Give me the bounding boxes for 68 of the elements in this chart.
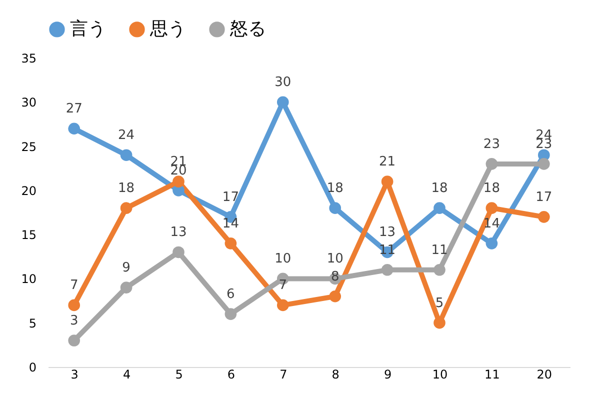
data-label: 24 bbox=[118, 128, 135, 144]
data-label: 18 bbox=[483, 181, 500, 196]
point bbox=[120, 149, 132, 162]
y-tick-label: 25 bbox=[21, 140, 36, 154]
data-label: 7 bbox=[278, 278, 288, 294]
x-tick-label: 8 bbox=[332, 368, 340, 382]
y-tick-label: 10 bbox=[21, 272, 36, 286]
point bbox=[224, 237, 237, 250]
data-label: 9 bbox=[122, 260, 130, 276]
data-label: 17 bbox=[536, 190, 552, 205]
x-tick-label: 7 bbox=[280, 368, 288, 382]
point bbox=[68, 299, 80, 312]
data-label: 10 bbox=[274, 252, 292, 267]
x-tick-label: 6 bbox=[227, 368, 236, 382]
y-tick-label: 15 bbox=[21, 228, 36, 242]
point bbox=[172, 246, 184, 258]
data-label: 14 bbox=[222, 216, 239, 232]
data-label: 18 bbox=[431, 181, 448, 196]
x-tick-label: 3 bbox=[70, 368, 78, 382]
data-label: 11 bbox=[431, 242, 448, 258]
point bbox=[434, 202, 446, 214]
x-tick-label: 5 bbox=[175, 368, 183, 382]
point bbox=[538, 158, 550, 170]
point bbox=[224, 308, 237, 320]
data-label: 27 bbox=[66, 102, 82, 117]
y-tick-label: 0 bbox=[28, 360, 36, 374]
data-label: 18 bbox=[118, 181, 135, 196]
point bbox=[329, 202, 342, 214]
data-label: 21 bbox=[379, 154, 396, 170]
point bbox=[381, 264, 394, 276]
x-tick-label: 4 bbox=[122, 368, 131, 382]
legend-label: 思う bbox=[149, 18, 186, 40]
x-tick-label: 11 bbox=[484, 368, 500, 382]
data-label: 11 bbox=[379, 242, 396, 258]
data-label: 13 bbox=[170, 225, 187, 240]
data-label: 13 bbox=[379, 225, 396, 240]
point bbox=[434, 264, 446, 276]
point bbox=[538, 211, 550, 223]
point bbox=[120, 202, 132, 214]
x-tick-label: 20 bbox=[536, 368, 552, 382]
point bbox=[329, 290, 342, 302]
data-label: 5 bbox=[435, 296, 444, 311]
y-tick-label: 30 bbox=[21, 96, 36, 110]
data-label: 17 bbox=[222, 190, 239, 205]
data-label: 3 bbox=[70, 314, 78, 329]
point bbox=[486, 202, 498, 214]
data-label: 8 bbox=[330, 269, 340, 284]
x-tick-label: 9 bbox=[384, 368, 392, 382]
point bbox=[276, 299, 289, 312]
legend-label: 怒る bbox=[229, 18, 266, 40]
x-tick-label: 10 bbox=[432, 368, 448, 382]
point bbox=[172, 176, 184, 188]
data-label: 6 bbox=[226, 287, 235, 302]
y-tick-label: 20 bbox=[21, 184, 36, 198]
data-label: 7 bbox=[70, 278, 78, 294]
data-label: 10 bbox=[326, 252, 344, 267]
point bbox=[120, 282, 132, 294]
data-label: 23 bbox=[536, 136, 552, 152]
y-tick-label: 35 bbox=[21, 52, 36, 66]
data-label: 30 bbox=[274, 75, 292, 90]
y-tick-label: 5 bbox=[28, 316, 36, 330]
point bbox=[68, 334, 80, 346]
point bbox=[486, 158, 498, 170]
point bbox=[486, 237, 498, 250]
point bbox=[68, 122, 80, 135]
legend-label: 言う bbox=[70, 18, 106, 40]
data-label: 23 bbox=[483, 136, 500, 152]
data-label: 18 bbox=[326, 181, 344, 196]
